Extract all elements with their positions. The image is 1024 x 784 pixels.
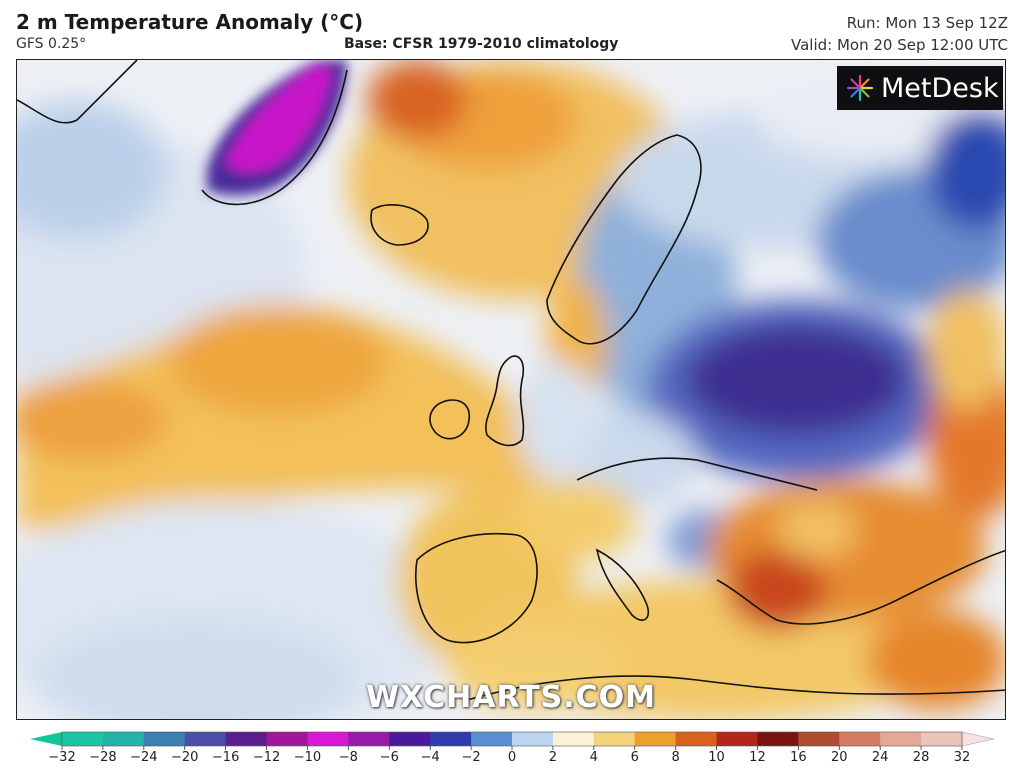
colorbar-tick-label: 28 bbox=[912, 750, 930, 765]
colorbar-tick-label: 0 bbox=[507, 750, 517, 765]
scandinavia-coast bbox=[546, 134, 702, 345]
colorbar-cell bbox=[102, 732, 145, 746]
colorbar-tick-label: 10 bbox=[708, 750, 725, 765]
colorbar-high-arrow bbox=[961, 731, 995, 747]
colorbar-cell bbox=[880, 732, 922, 746]
colorbar-tick-label: −6 bbox=[379, 750, 399, 765]
colorbar-tick-label: 8 bbox=[671, 750, 680, 765]
colorbar-tick-label: 4 bbox=[589, 750, 598, 765]
colorbar-tick-label: −28 bbox=[89, 750, 117, 765]
colorbar-cell bbox=[266, 732, 308, 746]
turkey-coast bbox=[716, 549, 1005, 625]
colorbar-cell bbox=[471, 732, 513, 746]
metdesk-logo-text: MetDesk bbox=[881, 72, 999, 104]
canada-coast bbox=[17, 60, 138, 124]
colorbar-tick-label: 6 bbox=[630, 750, 639, 765]
colorbar-cell bbox=[757, 732, 799, 746]
climatology-label: Base: CFSR 1979-2010 climatology bbox=[344, 36, 619, 52]
iceland-coast bbox=[370, 204, 429, 246]
colorbar-tick-label: 16 bbox=[790, 750, 807, 765]
colorbar-cell bbox=[143, 732, 186, 746]
colorbar-tick-label: −12 bbox=[252, 750, 281, 765]
anomaly-map[interactable]: MetDesk WXCHARTS.COM bbox=[16, 59, 1006, 720]
colorbar-cell bbox=[798, 732, 840, 746]
colorbar bbox=[30, 731, 995, 750]
colorbar-cell bbox=[184, 732, 227, 746]
chart-title: 2 m Temperature Anomaly (°C) bbox=[16, 10, 364, 34]
colorbar-cell bbox=[389, 732, 431, 746]
colorbar-tick-label: 2 bbox=[548, 750, 558, 765]
colorbar-tick-label: −32 bbox=[48, 750, 76, 765]
colorbar-cell bbox=[430, 732, 472, 746]
coastlines bbox=[17, 60, 1005, 701]
colorbar-tick-label: −10 bbox=[293, 750, 322, 765]
ireland-coast bbox=[429, 399, 470, 440]
colorbar-cell bbox=[348, 732, 390, 746]
colorbar-tick-label: 24 bbox=[871, 750, 889, 765]
metdesk-burst-icon bbox=[846, 74, 874, 102]
colorbar-low-arrow bbox=[30, 732, 62, 746]
colorbar-cell bbox=[675, 732, 718, 746]
north-africa-coast bbox=[466, 675, 1005, 701]
colorbar-tick-label: −4 bbox=[420, 750, 440, 765]
colorbar-cell bbox=[921, 732, 963, 746]
britain-coast bbox=[485, 355, 525, 447]
colorbar-tick-label: 20 bbox=[830, 750, 848, 765]
valid-time-label: Valid: Mon 20 Sep 12:00 UTC bbox=[791, 36, 1008, 54]
colorbar-cell bbox=[512, 732, 554, 746]
anomaly-field bbox=[17, 60, 1005, 719]
colorbar-cell bbox=[839, 732, 881, 746]
map-canvas: MetDesk bbox=[17, 60, 1005, 719]
colorbar-tick-label: −8 bbox=[338, 750, 358, 765]
colorbar-cell bbox=[307, 732, 349, 746]
europe-border bbox=[576, 457, 818, 491]
colorbar-tick-label: −16 bbox=[211, 750, 240, 765]
iberia-coast bbox=[415, 532, 538, 644]
colorbar-cell bbox=[593, 732, 636, 746]
colorbar-tick-label: −20 bbox=[171, 750, 199, 765]
model-label: GFS 0.25° bbox=[16, 36, 87, 52]
greenland-coast bbox=[201, 69, 348, 206]
italy-coast bbox=[595, 548, 650, 621]
greenland-anomaly bbox=[207, 60, 347, 196]
colorbar-cell bbox=[552, 732, 595, 746]
colorbar-cell bbox=[62, 732, 104, 746]
colorbar-tick-label: 32 bbox=[953, 750, 971, 765]
run-time-label: Run: Mon 13 Sep 12Z bbox=[846, 14, 1008, 32]
colorbar-tick-label: −2 bbox=[461, 750, 481, 765]
metdesk-logo: MetDesk bbox=[837, 66, 1003, 110]
colorbar-tick-label: 12 bbox=[749, 750, 766, 765]
colorbar-tick-label: −24 bbox=[130, 750, 158, 765]
wxcharts-watermark: WXCHARTS.COM bbox=[365, 680, 657, 715]
colorbar-cell bbox=[225, 732, 268, 746]
colorbar-cell bbox=[716, 732, 758, 746]
colorbar-cell bbox=[634, 732, 677, 746]
